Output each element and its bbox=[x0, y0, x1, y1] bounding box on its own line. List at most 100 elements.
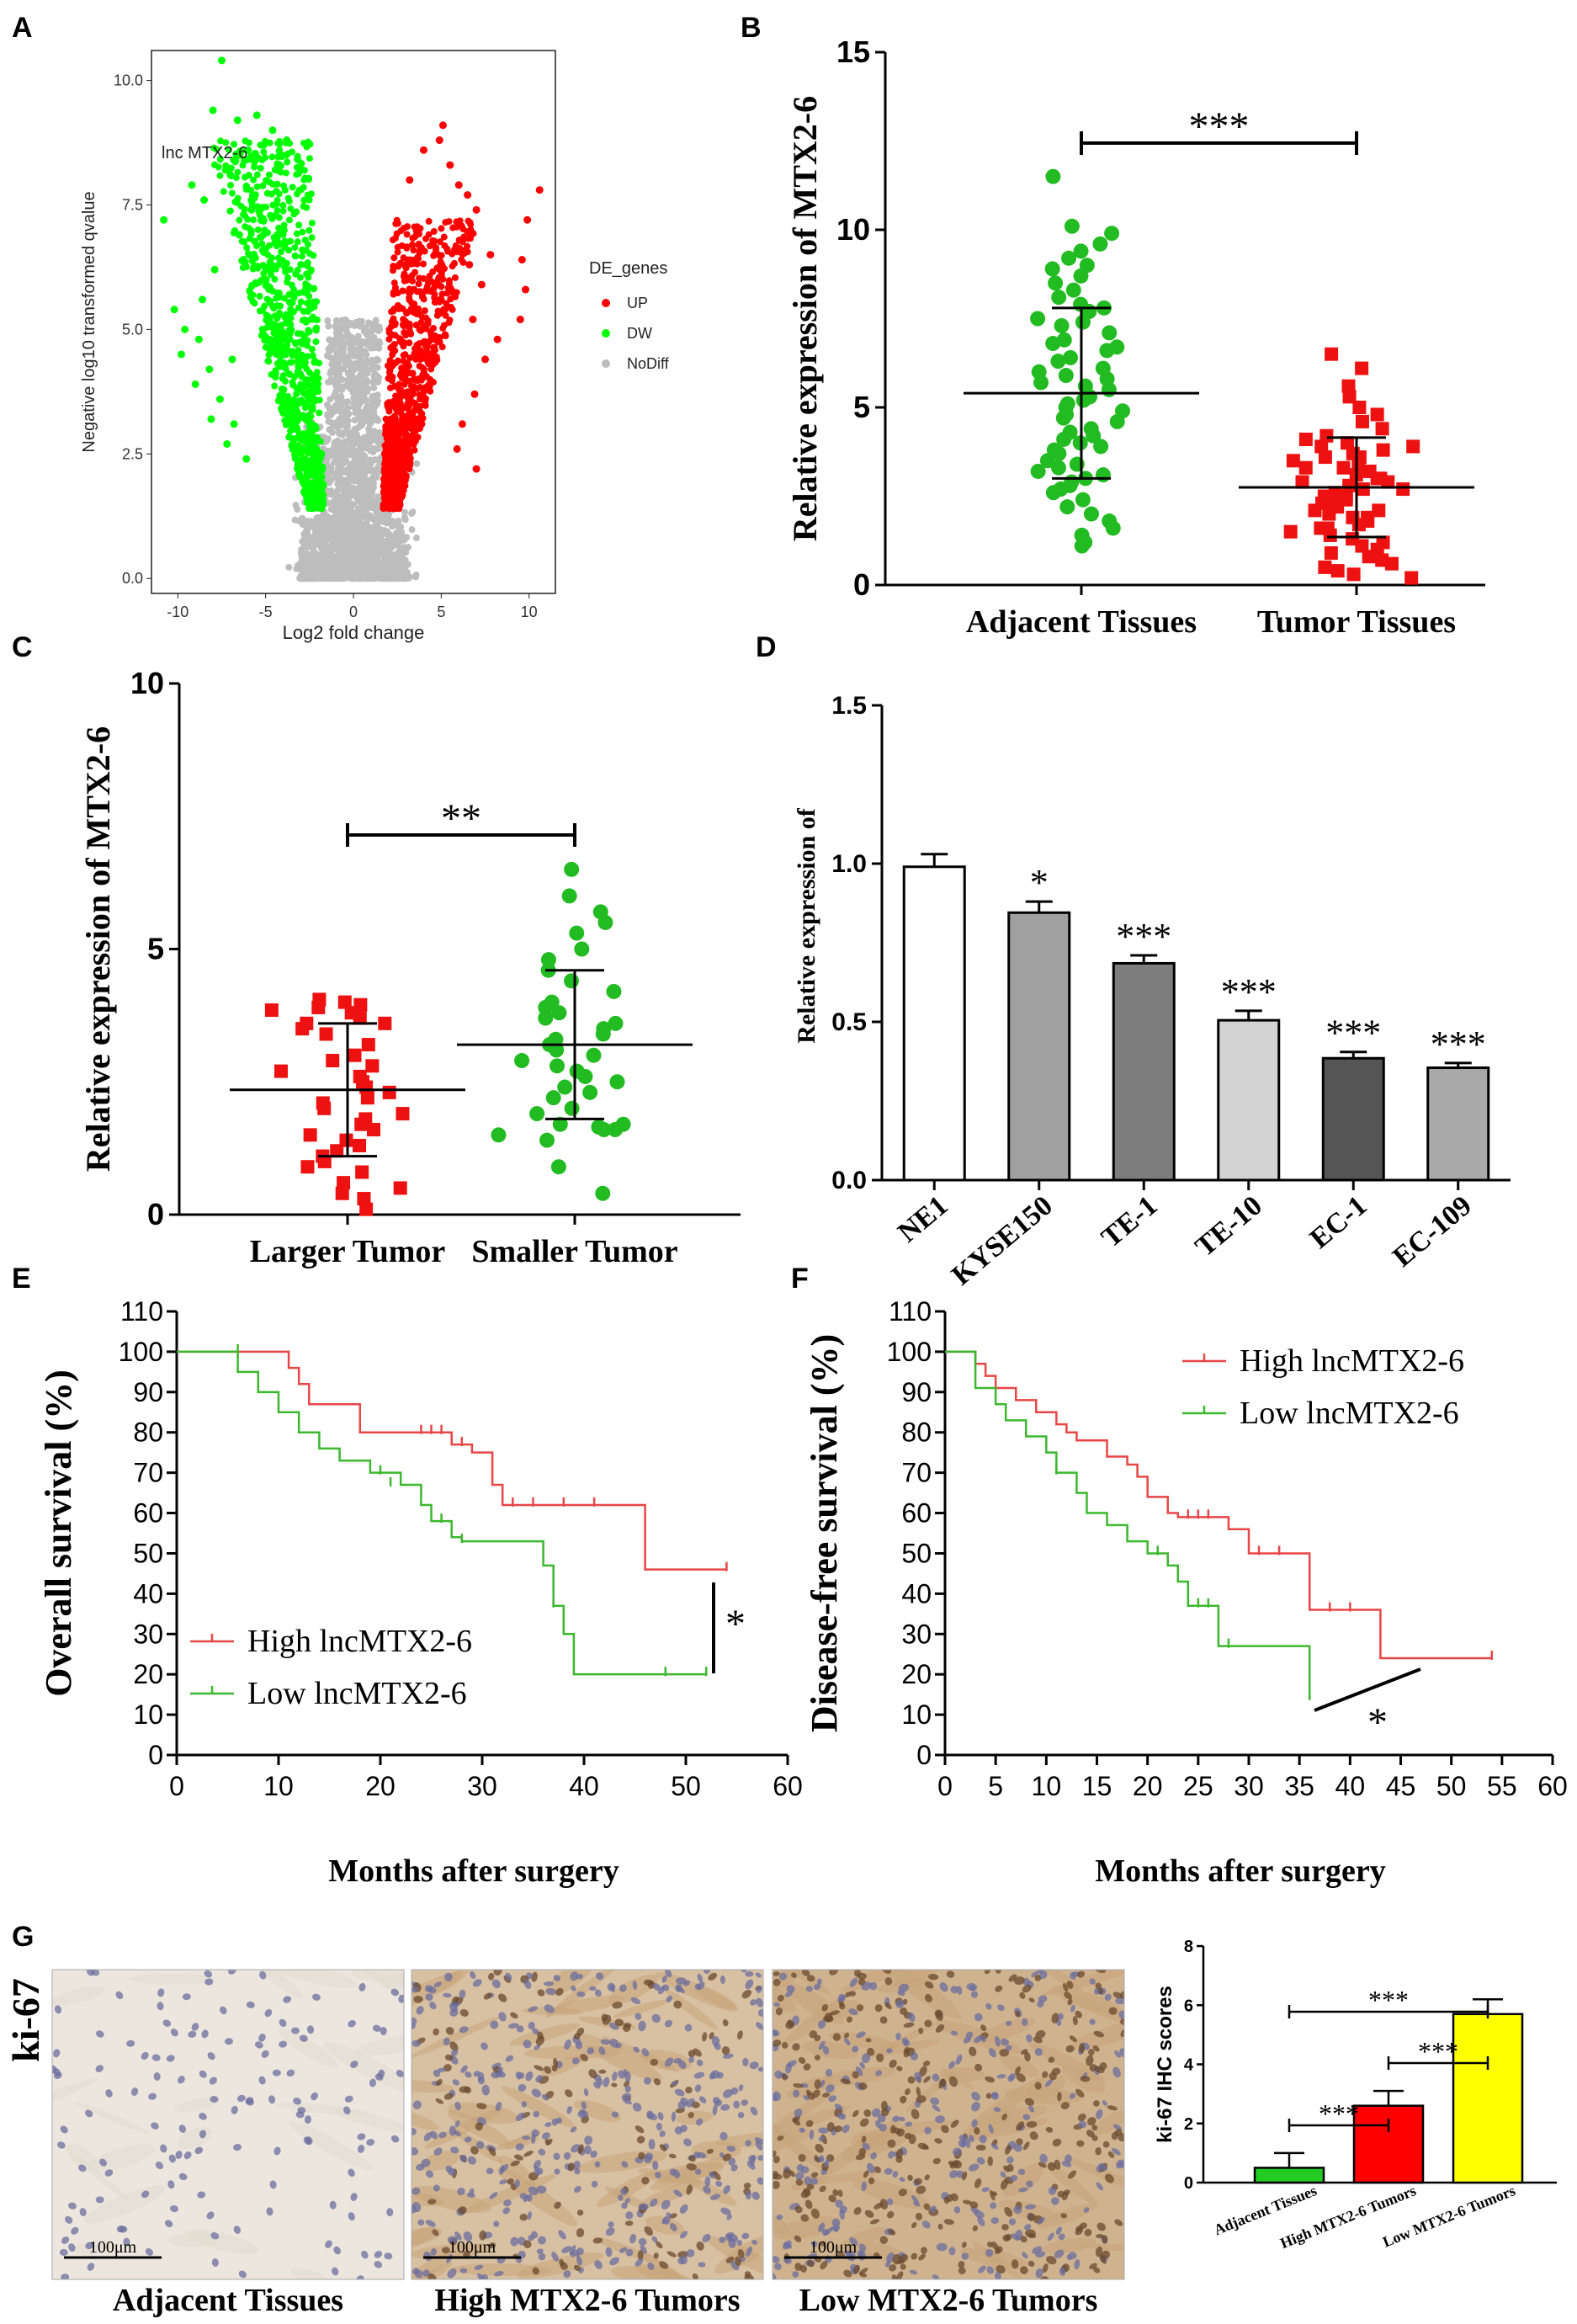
dw-point bbox=[268, 153, 276, 161]
data-point bbox=[1404, 571, 1419, 585]
nodiff-point bbox=[369, 444, 377, 452]
dw-point bbox=[226, 171, 235, 179]
dw-point bbox=[286, 370, 294, 378]
dw-point bbox=[273, 295, 280, 302]
up-point bbox=[394, 220, 401, 227]
y-tick-label: 0 bbox=[916, 1740, 932, 1770]
up-point bbox=[399, 487, 406, 495]
up-point bbox=[431, 290, 438, 298]
up-point bbox=[445, 277, 453, 285]
nodiff-point bbox=[348, 364, 356, 372]
category-label: Smaller Tumor bbox=[471, 1234, 677, 1269]
bar bbox=[1217, 1018, 1281, 1182]
category-label: EC-109 bbox=[1387, 1190, 1478, 1274]
gene-annotation: lnc MTX2-6 bbox=[162, 144, 247, 162]
nodiff-point bbox=[372, 500, 380, 508]
data-point bbox=[606, 983, 622, 999]
legend-label: DW bbox=[627, 325, 652, 342]
nodiff-point bbox=[354, 364, 362, 372]
dw-point bbox=[271, 382, 279, 390]
x-axis-label: Log2 fold change bbox=[283, 622, 425, 643]
legend-marker bbox=[602, 299, 610, 307]
dw-point bbox=[283, 136, 291, 145]
up-point bbox=[394, 243, 401, 251]
dw-point bbox=[274, 333, 282, 341]
nodiff-point bbox=[311, 550, 318, 558]
nodiff-point bbox=[381, 573, 389, 581]
y-tick-label: 0.0 bbox=[122, 570, 143, 587]
dw-point bbox=[234, 168, 242, 176]
up-point bbox=[402, 264, 410, 272]
x-tick-label: 0 bbox=[937, 1771, 953, 1801]
nodiff-point bbox=[341, 438, 348, 445]
dw-point bbox=[249, 265, 257, 273]
nodiff-point bbox=[370, 384, 378, 391]
dw-point bbox=[263, 189, 271, 197]
up-point bbox=[456, 244, 464, 252]
dw-point bbox=[191, 380, 199, 388]
up-point bbox=[394, 357, 401, 364]
up-point bbox=[397, 477, 405, 485]
nodiff-point bbox=[369, 543, 376, 550]
y-tick-label: 50 bbox=[901, 1538, 932, 1568]
dw-point bbox=[293, 385, 300, 392]
panel-letter-e: E bbox=[12, 1263, 31, 1295]
up-point bbox=[399, 415, 406, 423]
x-tick-label: 40 bbox=[1335, 1771, 1366, 1801]
nodiff-point bbox=[338, 375, 346, 383]
nodiff-point bbox=[385, 540, 393, 548]
dw-point bbox=[267, 298, 274, 306]
up-point bbox=[426, 272, 433, 279]
dw-point bbox=[274, 322, 282, 330]
data-point bbox=[360, 1091, 374, 1105]
data-point bbox=[1375, 422, 1389, 436]
nodiff-point bbox=[339, 459, 347, 466]
dw-point bbox=[303, 484, 311, 492]
y-axis-label: Negative log10 transformed qvalue bbox=[80, 191, 98, 452]
dw-point bbox=[281, 417, 289, 424]
y-tick-label: 5.0 bbox=[122, 321, 143, 338]
dw-point bbox=[300, 183, 307, 191]
y-tick-label: 20 bbox=[133, 1659, 163, 1689]
nodiff-point bbox=[365, 490, 373, 497]
dw-point bbox=[305, 283, 312, 290]
up-point bbox=[389, 237, 396, 244]
up-point bbox=[522, 285, 530, 294]
nodiff-point bbox=[370, 344, 378, 352]
dw-point bbox=[209, 106, 217, 114]
dw-point bbox=[254, 226, 262, 233]
nodiff-point bbox=[340, 452, 348, 460]
nodiff-point bbox=[332, 382, 340, 390]
data-point bbox=[1308, 503, 1322, 518]
dw-point bbox=[244, 250, 252, 258]
data-point bbox=[1109, 413, 1125, 429]
up-point bbox=[391, 332, 399, 339]
dw-point bbox=[223, 439, 231, 448]
nodiff-point bbox=[369, 533, 376, 540]
data-point bbox=[1352, 401, 1367, 414]
nodiff-point bbox=[376, 561, 384, 568]
up-point bbox=[425, 231, 433, 238]
data-point bbox=[326, 1054, 340, 1068]
nodiff-point bbox=[412, 571, 420, 578]
nodiff-point bbox=[344, 429, 352, 437]
up-point bbox=[420, 260, 427, 268]
dw-point bbox=[227, 164, 235, 172]
up-point bbox=[417, 225, 424, 232]
y-tick-label: 70 bbox=[133, 1458, 163, 1488]
dw-point bbox=[285, 290, 293, 298]
data-point bbox=[1320, 521, 1335, 535]
up-point bbox=[397, 370, 405, 377]
data-point bbox=[545, 1090, 561, 1106]
nodiff-point bbox=[325, 544, 332, 551]
data-point bbox=[1050, 460, 1066, 476]
data-point bbox=[1051, 290, 1067, 306]
up-point bbox=[383, 504, 390, 512]
dw-point bbox=[303, 290, 311, 297]
bar bbox=[902, 865, 966, 1182]
up-point bbox=[421, 307, 428, 315]
nodiff-point bbox=[337, 542, 345, 550]
x-tick-label: 10 bbox=[1032, 1771, 1062, 1801]
dw-point bbox=[279, 201, 287, 209]
